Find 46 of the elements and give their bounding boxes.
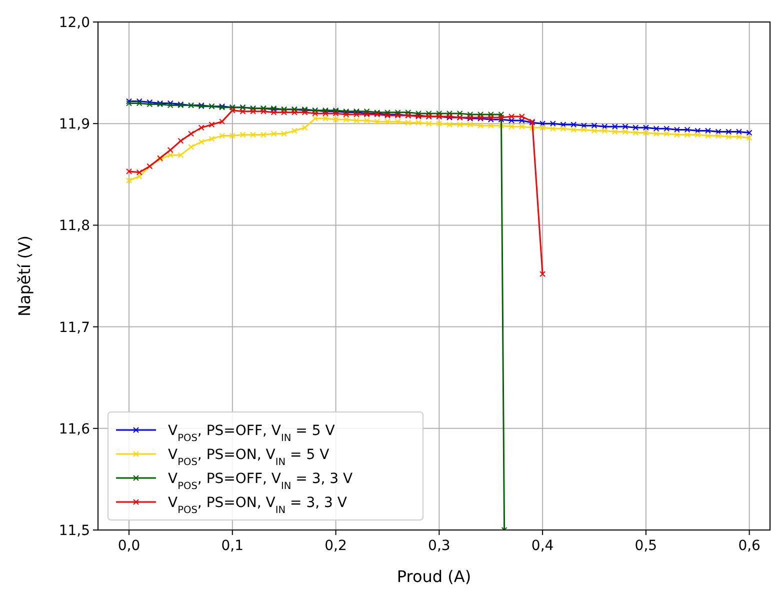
y-tick-label: 11,6	[58, 421, 90, 438]
point	[456, 110, 463, 116]
point	[250, 108, 256, 114]
point	[229, 107, 236, 114]
y-tick-label: 11,9	[58, 116, 90, 133]
x-tick-label: 0,6	[738, 538, 761, 554]
point	[478, 111, 484, 118]
point	[136, 169, 142, 176]
x-tick-label: 0,1	[221, 538, 244, 554]
point	[281, 109, 288, 116]
point	[436, 110, 442, 116]
y-tick-label: 12,0	[58, 15, 90, 31]
x-tick-label: 0,3	[428, 538, 450, 554]
point	[540, 270, 546, 277]
point	[188, 130, 194, 137]
point	[291, 109, 298, 116]
legend-label: V$_{POS}$, PS=ON, V$_{IN}$ = 5 V	[168, 447, 330, 468]
point	[126, 168, 132, 174]
y-tick-label: 11,7	[58, 320, 90, 336]
point	[446, 110, 453, 116]
point	[518, 113, 525, 120]
point	[178, 138, 184, 144]
legend-label: V$_{POS}$, PS=OFF, V$_{IN}$ = 3, 3 V	[168, 471, 353, 492]
legend-label: V$_{POS}$, PS=OFF, V$_{IN}$ = 5 V	[168, 423, 336, 444]
point	[198, 124, 204, 131]
y-tick-label: 11,8	[58, 218, 90, 234]
point	[467, 111, 474, 118]
y-axis-title: Napětí (V)	[15, 235, 34, 317]
x-tick-label: 0,2	[324, 538, 347, 554]
x-tick-label: 0,4	[531, 538, 554, 554]
legend-label: V$_{POS}$, PS=ON, V$_{IN}$ = 3, 3 V	[168, 495, 348, 516]
point	[208, 122, 215, 128]
point	[498, 111, 504, 118]
point	[312, 110, 318, 116]
point	[240, 108, 246, 114]
x-tick-label: 0,5	[634, 538, 658, 554]
point	[270, 109, 277, 116]
point	[426, 110, 432, 116]
point	[219, 118, 226, 125]
point	[508, 113, 515, 120]
point	[488, 111, 494, 118]
x-axis-title: Proud (A)	[396, 567, 472, 586]
point	[405, 109, 412, 116]
point	[260, 108, 266, 114]
x-tick-label: 0,0	[118, 538, 140, 554]
y-tick-label: 11,5	[58, 523, 90, 539]
